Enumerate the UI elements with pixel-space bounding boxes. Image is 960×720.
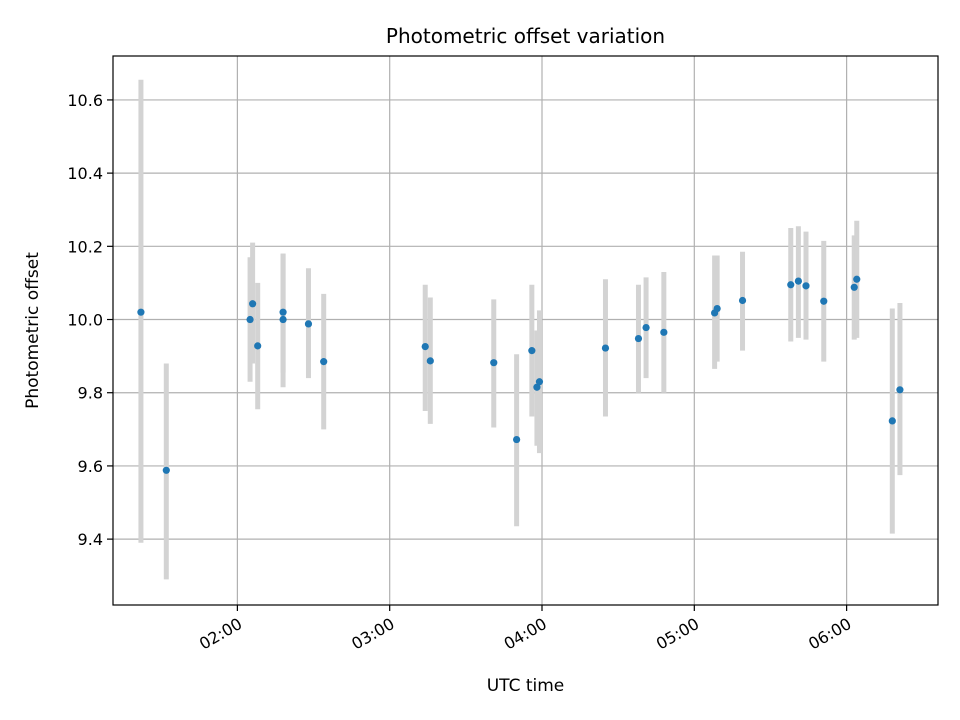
data-point	[660, 328, 668, 336]
data-point	[642, 323, 650, 332]
y-tick-label: 10.6	[67, 91, 103, 110]
data-point	[787, 281, 795, 289]
data-point	[254, 342, 262, 350]
data-point	[304, 320, 313, 328]
y-tick-label: 10.2	[67, 237, 103, 256]
data-point	[738, 296, 747, 305]
data-point	[888, 417, 896, 425]
data-point	[162, 466, 170, 474]
data-point	[513, 435, 521, 444]
data-points	[137, 275, 904, 474]
data-point	[820, 297, 828, 305]
data-point	[601, 344, 610, 352]
data-point	[535, 378, 544, 386]
data-point	[249, 300, 257, 308]
data-point	[634, 334, 643, 343]
x-axis-label: UTC time	[487, 676, 565, 696]
data-point	[320, 358, 328, 366]
y-tick-label: 9.4	[78, 530, 103, 549]
plot-area-frame	[112, 55, 939, 606]
data-point	[713, 304, 721, 313]
data-point	[794, 277, 802, 285]
data-point	[850, 283, 858, 291]
y-axis-label: Photometric offset	[23, 252, 43, 409]
y-tick-label: 10.4	[67, 164, 103, 183]
data-point	[490, 359, 498, 367]
y-tick-label: 9.8	[78, 384, 103, 403]
data-point	[533, 383, 541, 391]
data-point	[246, 315, 254, 324]
data-point	[528, 347, 536, 355]
data-point	[426, 357, 434, 365]
chart-title: Photometric offset variation	[386, 24, 665, 48]
data-point	[137, 308, 145, 316]
y-tick-label: 10.0	[67, 311, 103, 330]
data-point	[279, 308, 287, 316]
data-point	[802, 282, 810, 290]
y-tick-label: 9.6	[78, 457, 103, 476]
data-point	[853, 275, 861, 283]
data-point	[279, 315, 287, 324]
data-point	[421, 343, 429, 351]
data-point	[896, 386, 904, 394]
